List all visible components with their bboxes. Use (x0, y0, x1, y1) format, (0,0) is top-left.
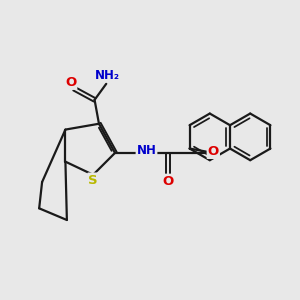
Text: NH₂: NH₂ (95, 68, 120, 82)
Text: S: S (88, 173, 98, 187)
Text: O: O (163, 175, 174, 188)
Text: NH: NH (136, 144, 156, 157)
Text: O: O (208, 145, 219, 158)
Text: O: O (65, 76, 76, 89)
